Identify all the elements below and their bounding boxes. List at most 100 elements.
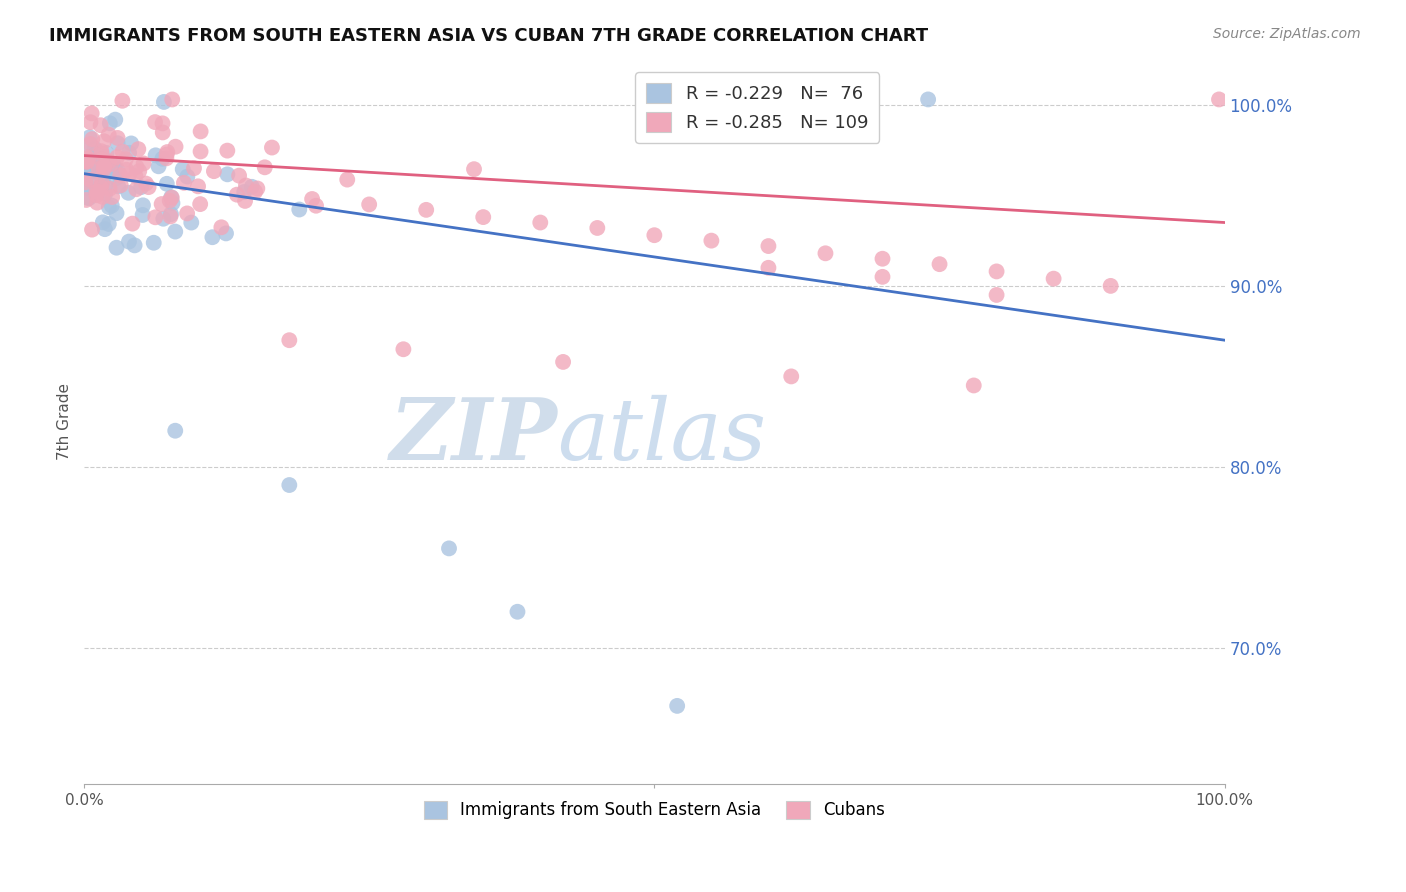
Point bbox=[138, 180, 160, 194]
Text: Source: ZipAtlas.com: Source: ZipAtlas.com bbox=[1213, 27, 1361, 41]
Point bbox=[75, 153, 97, 167]
Point bbox=[90, 176, 112, 190]
Point bbox=[93, 162, 115, 177]
Point bbox=[160, 207, 183, 221]
Point bbox=[155, 152, 177, 166]
Point bbox=[463, 162, 485, 177]
Point bbox=[76, 168, 98, 182]
Point bbox=[152, 116, 174, 130]
Point bbox=[75, 193, 97, 207]
Point bbox=[758, 260, 780, 275]
Point bbox=[89, 181, 111, 195]
Point bbox=[86, 195, 108, 210]
Point bbox=[76, 155, 98, 169]
Text: ZIP: ZIP bbox=[389, 394, 557, 478]
Point bbox=[963, 378, 986, 392]
Point bbox=[162, 196, 184, 211]
Point bbox=[260, 140, 283, 154]
Point bbox=[243, 185, 266, 199]
Point bbox=[117, 186, 139, 200]
Point bbox=[80, 153, 103, 167]
Point bbox=[143, 115, 166, 129]
Point bbox=[132, 198, 155, 212]
Point bbox=[105, 150, 128, 164]
Point bbox=[91, 215, 114, 229]
Point bbox=[118, 145, 141, 160]
Point bbox=[101, 190, 124, 204]
Point bbox=[111, 94, 134, 108]
Point bbox=[437, 541, 460, 556]
Text: IMMIGRANTS FROM SOUTH EASTERN ASIA VS CUBAN 7TH GRADE CORRELATION CHART: IMMIGRANTS FROM SOUTH EASTERN ASIA VS CU… bbox=[49, 27, 928, 45]
Point bbox=[145, 148, 167, 162]
Point bbox=[159, 194, 181, 208]
Point bbox=[700, 234, 723, 248]
Point bbox=[124, 238, 146, 252]
Point bbox=[76, 154, 98, 169]
Point bbox=[159, 210, 181, 224]
Point bbox=[97, 200, 120, 214]
Point bbox=[111, 145, 134, 159]
Point bbox=[107, 179, 129, 194]
Point bbox=[253, 161, 276, 175]
Point bbox=[506, 605, 529, 619]
Point bbox=[121, 217, 143, 231]
Point bbox=[336, 172, 359, 186]
Point bbox=[152, 211, 174, 226]
Point bbox=[872, 252, 894, 266]
Point bbox=[77, 191, 100, 205]
Point bbox=[82, 157, 104, 171]
Point bbox=[98, 116, 121, 130]
Point bbox=[143, 211, 166, 225]
Point bbox=[97, 217, 120, 231]
Point bbox=[201, 230, 224, 244]
Point bbox=[190, 124, 212, 138]
Point bbox=[90, 118, 112, 132]
Point bbox=[125, 160, 148, 174]
Point bbox=[288, 202, 311, 217]
Point bbox=[986, 288, 1008, 302]
Point bbox=[115, 162, 138, 177]
Point bbox=[107, 131, 129, 145]
Point bbox=[135, 177, 157, 191]
Point bbox=[188, 197, 211, 211]
Point bbox=[75, 152, 97, 166]
Point bbox=[125, 182, 148, 196]
Point bbox=[152, 125, 174, 139]
Point bbox=[90, 146, 112, 161]
Point bbox=[162, 93, 184, 107]
Point bbox=[75, 159, 97, 173]
Point bbox=[156, 177, 179, 191]
Point bbox=[1099, 279, 1122, 293]
Point bbox=[105, 171, 128, 186]
Point bbox=[77, 191, 100, 205]
Point bbox=[246, 181, 269, 195]
Point bbox=[129, 180, 152, 194]
Point bbox=[75, 153, 97, 168]
Point bbox=[551, 355, 574, 369]
Point bbox=[165, 424, 187, 438]
Point bbox=[79, 115, 101, 129]
Point bbox=[148, 159, 170, 173]
Point bbox=[814, 246, 837, 260]
Point bbox=[278, 333, 301, 347]
Point bbox=[100, 157, 122, 171]
Point bbox=[150, 152, 173, 166]
Point bbox=[94, 222, 117, 236]
Point bbox=[101, 157, 124, 171]
Text: atlas: atlas bbox=[557, 395, 766, 477]
Point bbox=[91, 153, 114, 167]
Point bbox=[190, 145, 212, 159]
Point bbox=[150, 197, 173, 211]
Point bbox=[415, 202, 437, 217]
Point bbox=[105, 162, 128, 177]
Point bbox=[98, 182, 121, 196]
Point bbox=[1042, 271, 1064, 285]
Point bbox=[104, 161, 127, 176]
Point bbox=[120, 136, 142, 151]
Point bbox=[183, 161, 205, 176]
Point bbox=[209, 220, 232, 235]
Point bbox=[98, 154, 121, 169]
Point bbox=[758, 239, 780, 253]
Point bbox=[1208, 92, 1230, 106]
Point bbox=[93, 169, 115, 184]
